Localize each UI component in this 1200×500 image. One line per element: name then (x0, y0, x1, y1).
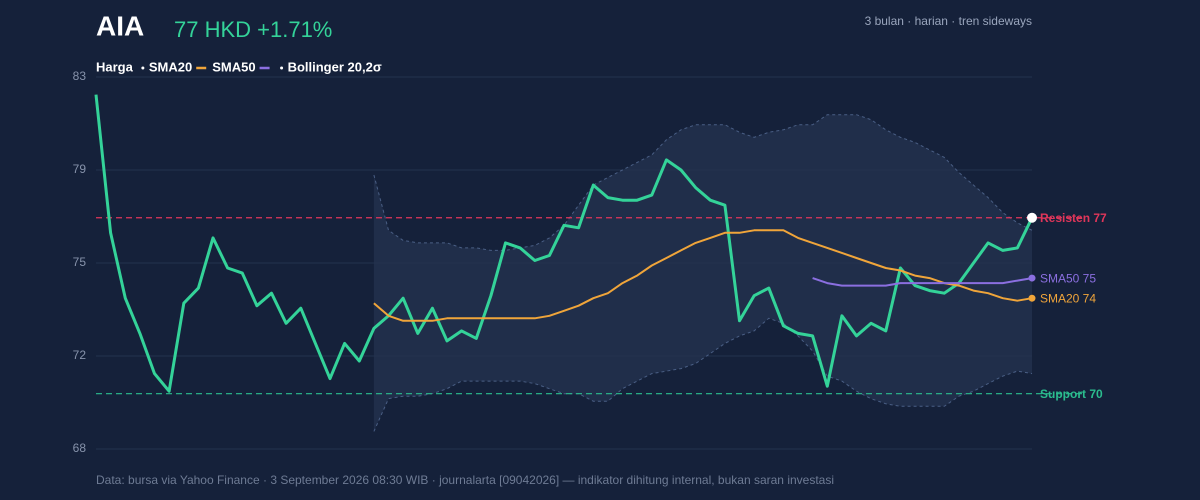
series-line (94, 94, 1034, 393)
band-area (373, 114, 1032, 432)
series-line (812, 277, 1033, 287)
end-point (1028, 294, 1036, 302)
plot: Resisten 77 Support 70 SMA20 74 SMA50 75 (94, 94, 1107, 432)
legend-label: SMA50 (212, 59, 255, 74)
chart-title: AIA (96, 10, 144, 41)
y-tick-label: 79 (73, 162, 87, 176)
band-lower (373, 317, 1033, 432)
end-point (1028, 274, 1036, 282)
subtitle: 3 bulan · harian · tren sideways (865, 14, 1032, 28)
end-label: SMA50 75 (1040, 271, 1096, 285)
legend: Harga SMA20 SMA50 Bollinger 20,2σ (96, 59, 382, 74)
end-point (1027, 212, 1037, 223)
end-label: SMA20 74 (1040, 291, 1096, 305)
legend-label: Harga (96, 59, 134, 74)
y-tick-label: 83 (73, 69, 87, 83)
legend-separator (280, 66, 284, 70)
series-line (373, 229, 1033, 322)
level-label: Support 70 (1040, 387, 1103, 401)
y-tick-label: 75 (73, 255, 87, 269)
level-label: Resisten 77 (1040, 211, 1107, 225)
y-tick-label: 72 (73, 348, 87, 362)
legend-separator (141, 66, 145, 70)
price-label: 77 HKD +1.71% (174, 17, 332, 42)
legend-label: Bollinger 20,2σ (288, 59, 382, 74)
legend-label: SMA20 (149, 59, 192, 74)
band-upper (373, 114, 1033, 251)
footer: Data: bursa via Yahoo Finance · 3 Septem… (96, 473, 834, 487)
y-tick-label: 68 (73, 441, 87, 455)
